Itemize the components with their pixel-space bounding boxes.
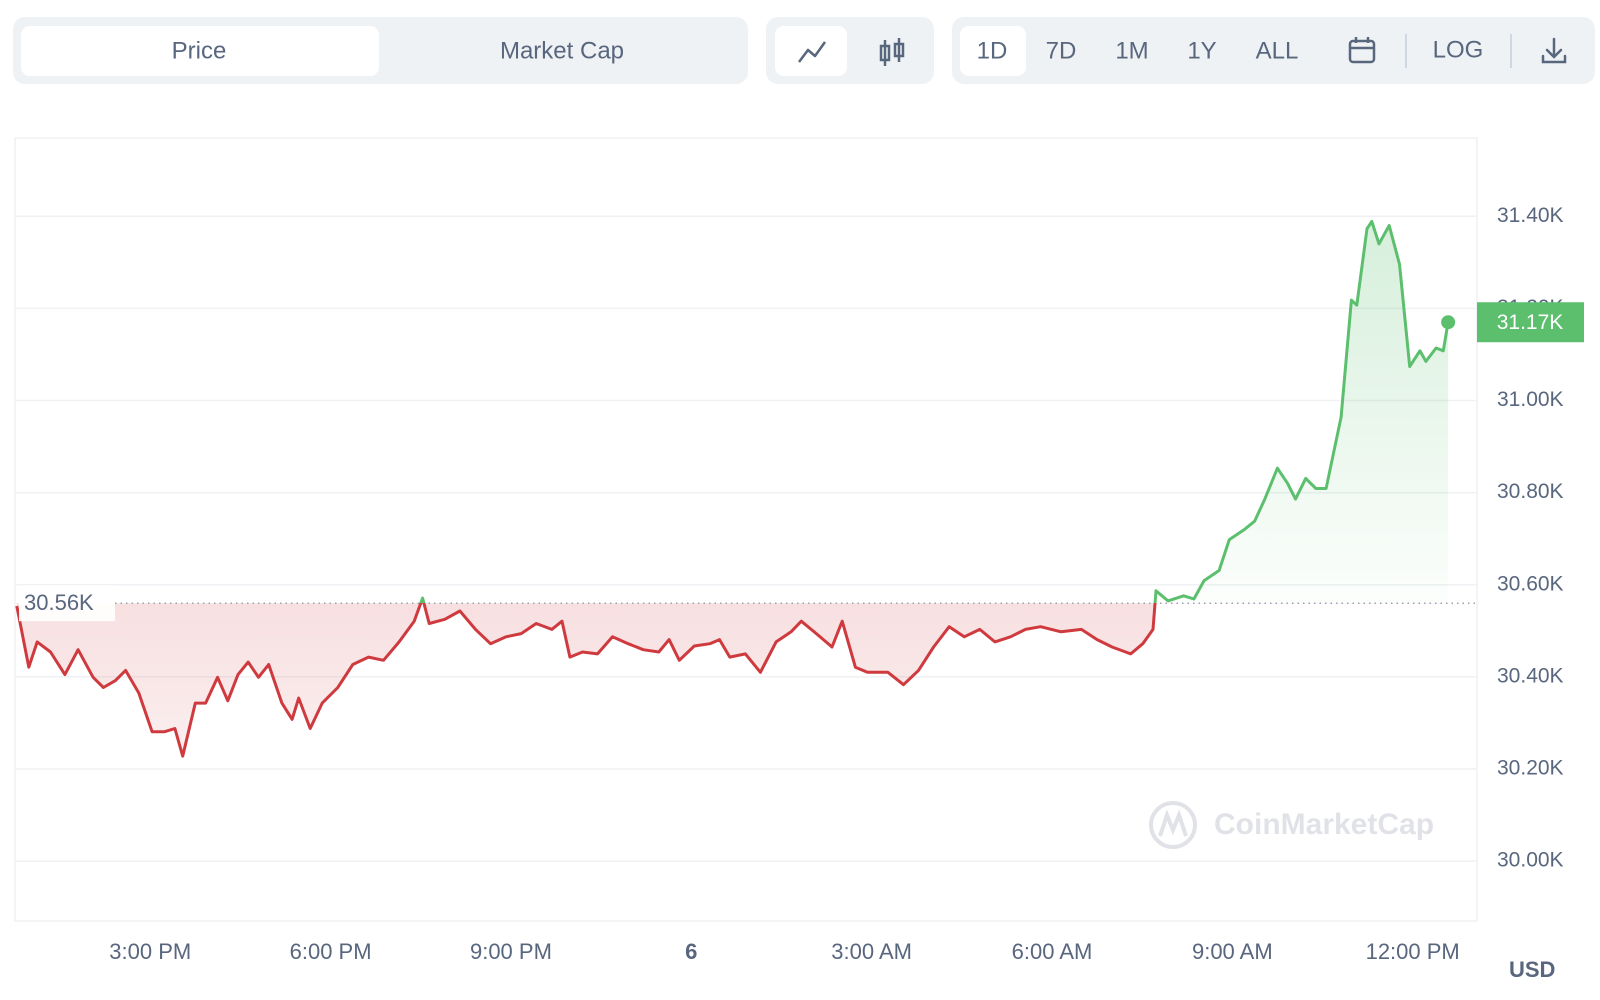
last-price-label: 31.17K [1497, 311, 1564, 334]
y-tick-label: 30.00K [1497, 849, 1564, 872]
y-tick-label: 30.60K [1497, 572, 1564, 595]
tab-market-cap[interactable]: Market Cap [500, 37, 624, 64]
download-icon[interactable] [1541, 37, 1567, 64]
range-1y[interactable]: 1Y [1187, 37, 1216, 64]
x-tick-label: 3:00 PM [109, 939, 191, 964]
price-line [15, 219, 1450, 758]
area-fill [16, 221, 1449, 757]
x-tick-label: 9:00 AM [1192, 939, 1273, 964]
x-tick-label: 6:00 PM [290, 939, 372, 964]
range-1d[interactable]: 1D [977, 37, 1008, 64]
range-group [952, 17, 1595, 84]
y-tick-label: 31.00K [1497, 388, 1564, 411]
last-point [1441, 315, 1456, 330]
tab-active[interactable] [21, 26, 379, 76]
watermark: CoinMarketCap [1149, 801, 1434, 849]
log-toggle[interactable]: LOG [1433, 36, 1484, 63]
baseline-label-bg [19, 585, 115, 622]
candle-icon[interactable] [879, 38, 905, 66]
y-tick-label: 30.20K [1497, 757, 1564, 780]
tab-price[interactable]: Price [172, 37, 227, 64]
calendar-icon[interactable] [1348, 37, 1376, 64]
currency-label: USD [1509, 957, 1555, 982]
x-tick-label: 12:00 PM [1366, 939, 1460, 964]
line-icon [798, 41, 827, 63]
baseline-label: 30.56K [24, 590, 94, 615]
x-tick-label: 6:00 AM [1012, 939, 1093, 964]
x-tick-label: 3:00 AM [831, 939, 912, 964]
y-tick-label: 30.80K [1497, 480, 1564, 503]
last-price-box [1477, 302, 1584, 343]
range-active[interactable] [960, 26, 1026, 76]
y-tick-label: 31.40K [1497, 204, 1564, 227]
x-tick-label: 6 [685, 939, 697, 964]
x-tick-label: 9:00 PM [470, 939, 552, 964]
y-tick-label: 30.40K [1497, 664, 1564, 687]
range-all[interactable]: ALL [1256, 37, 1299, 64]
plot-frame [14, 137, 1478, 922]
range-7d[interactable]: 7D [1046, 37, 1077, 64]
watermark-text: CoinMarketCap [1214, 808, 1434, 841]
range-1m[interactable]: 1M [1115, 37, 1148, 64]
